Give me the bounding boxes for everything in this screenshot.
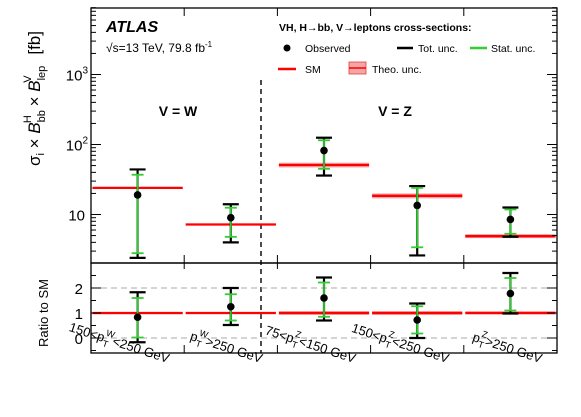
upper-y-tick-label-1: 10 (68, 208, 85, 225)
svg-text:σi × BbbH × BlepV [fb]: σi × BbbH × BlepV [fb] (22, 31, 48, 166)
legend-observed-marker (283, 44, 291, 52)
legend-tot-label: Tot. unc. (418, 43, 458, 55)
x-tick-label-2: pTW>250 GeV (187, 326, 265, 369)
observed-point-2 (227, 213, 235, 222)
legend-observed-label: Observed (305, 43, 351, 55)
ratio-point-4 (413, 316, 422, 324)
legend-stat-label: Stat. unc. (491, 43, 535, 55)
upper-y-tick-label-3: 103 (66, 66, 89, 85)
ratio-point-3 (320, 294, 328, 302)
ratio-point-5 (506, 289, 515, 298)
ratio-point-2 (227, 302, 235, 311)
legend-theo-label: Theo. unc. (372, 64, 422, 76)
x-tick-label-3: 75<pTZ<150 GeV (263, 320, 359, 369)
ratio-point-1 (133, 313, 142, 322)
upper-y-tick-label-2: 102 (66, 136, 89, 155)
observed-point-1 (133, 191, 142, 199)
legend-title: VH, H→bb, V→leptons cross-sections: (279, 22, 472, 34)
group-label-z: V = Z (378, 103, 412, 119)
lower-y-tick-label-1: 1 (75, 306, 83, 323)
lower-y-tick-label-0: 0 (75, 331, 83, 348)
legend: Observed Tot. unc. Stat. unc. SM Theo. u… (278, 43, 535, 76)
observed-point-3 (320, 146, 328, 155)
lower-panel-frame (90, 262, 558, 354)
group-label-w: V = W (159, 103, 198, 119)
lower-y-tick-label-2: 2 (75, 281, 83, 298)
energy-lumi-label: √s=13 TeV, 79.8 fb-1 (106, 40, 213, 55)
observed-point-5 (506, 215, 515, 224)
upper-y-axis-title: σi × BbbH × BlepV [fb] (22, 31, 48, 166)
experiment-label: ATLAS (105, 19, 158, 36)
legend-sm-label: SM (305, 64, 321, 76)
x-tick-label-5: pTZ>250 GeV (470, 326, 545, 368)
x-tick-label-4: 150<pTZ<250 GeV (349, 317, 452, 368)
lower-y-axis-title: Ratio to SM (36, 279, 51, 347)
observed-point-4 (413, 201, 422, 210)
